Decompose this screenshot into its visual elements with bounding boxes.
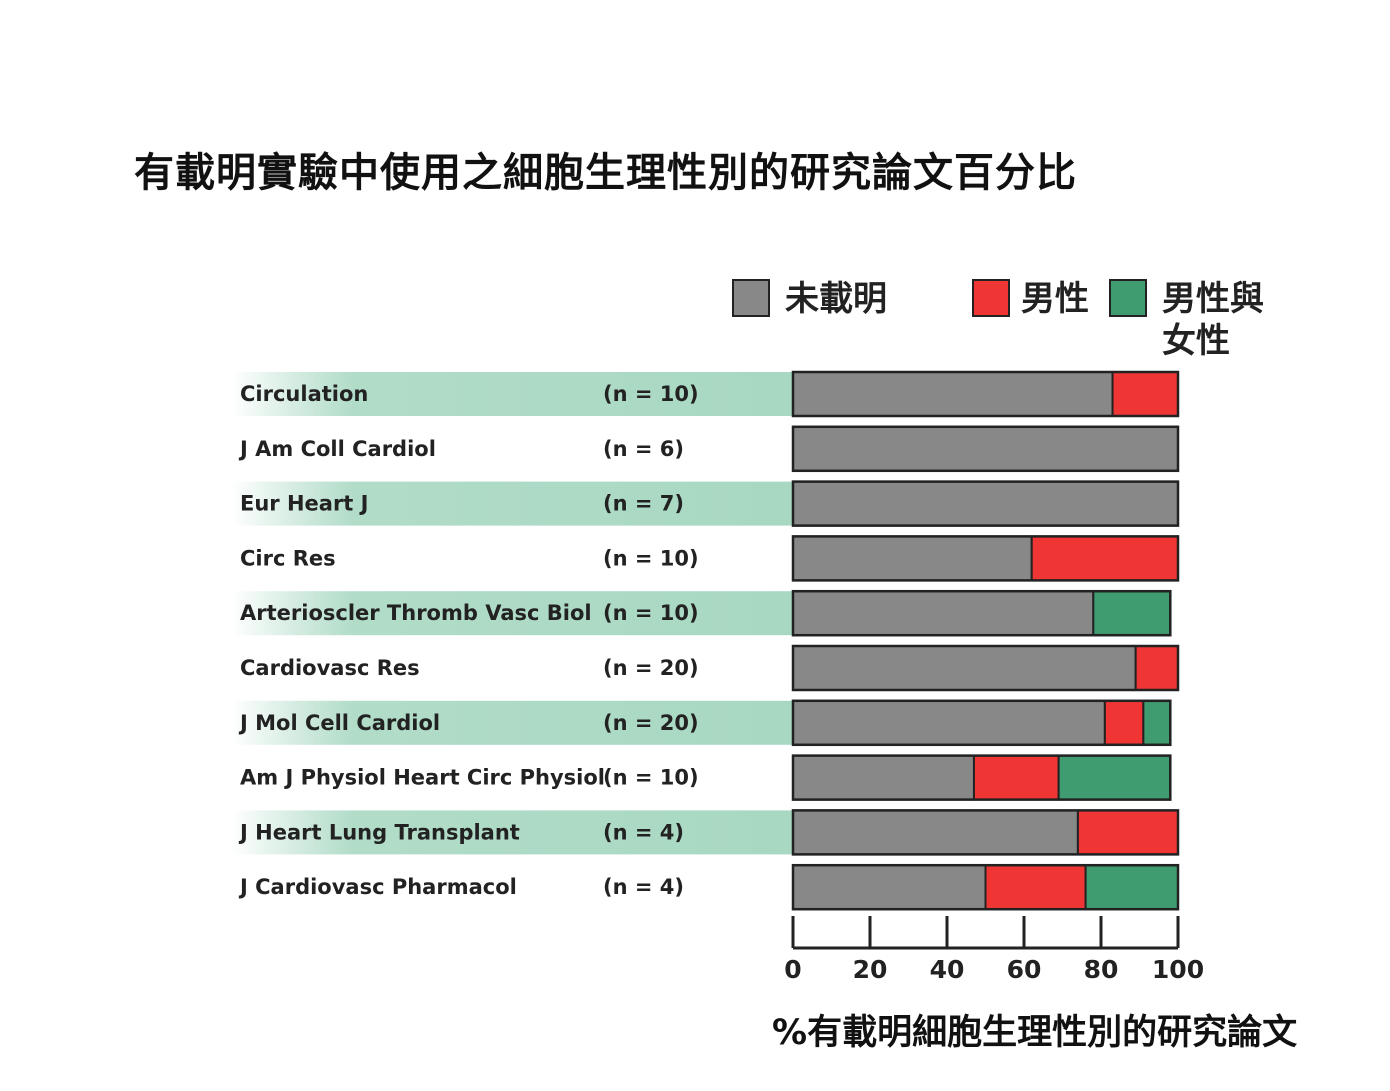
bar-segment bbox=[792, 371, 1114, 417]
legend-label: 男性與女性 bbox=[1162, 279, 1264, 361]
row-highlight-band bbox=[232, 810, 793, 855]
legend-swatch bbox=[1109, 279, 1147, 317]
x-axis-title: %有載明細胞生理性別的研究論文 bbox=[772, 1013, 1298, 1053]
category-label: Eur Heart J bbox=[240, 492, 368, 516]
bar-segment bbox=[792, 590, 1095, 637]
bar-segment bbox=[792, 754, 975, 801]
bar-outline bbox=[791, 535, 1180, 582]
bar-segment bbox=[1084, 864, 1179, 911]
bar-outline bbox=[791, 644, 1180, 692]
bar-segment bbox=[1057, 754, 1172, 801]
bar-outline bbox=[791, 809, 1180, 856]
row-highlight-band bbox=[232, 700, 793, 745]
bar-segment bbox=[1134, 645, 1180, 691]
legend-swatch bbox=[972, 279, 1010, 317]
n-label: (n = 10) bbox=[603, 382, 699, 406]
bar-outline bbox=[791, 425, 1180, 473]
row-highlight-band bbox=[232, 372, 793, 416]
x-tick-label: 20 bbox=[853, 955, 888, 984]
n-label: (n = 10) bbox=[603, 546, 699, 570]
bar-segment bbox=[792, 699, 1106, 746]
bar-segment bbox=[1142, 699, 1172, 746]
category-label: J Am Coll Cardiol bbox=[238, 437, 436, 461]
legend-swatch bbox=[732, 279, 770, 317]
n-label: (n = 6) bbox=[603, 437, 684, 461]
bar-outline bbox=[791, 699, 1172, 747]
n-label: (n = 10) bbox=[603, 601, 699, 625]
bar-segment bbox=[1111, 371, 1180, 417]
n-label: (n = 7) bbox=[603, 492, 684, 516]
x-tick-label: 100 bbox=[1152, 955, 1204, 984]
x-tick-label: 0 bbox=[784, 955, 801, 984]
category-label: Circulation bbox=[240, 382, 368, 406]
bar-segment bbox=[1030, 535, 1179, 582]
x-tick-label: 40 bbox=[930, 955, 965, 984]
bar-outline bbox=[791, 754, 1172, 801]
bar-segment bbox=[984, 864, 1087, 911]
category-label: Am J Physiol Heart Circ Physiol bbox=[240, 766, 605, 790]
bar-segment bbox=[792, 480, 1179, 527]
x-tick-label: 60 bbox=[1007, 955, 1042, 984]
bar-segment bbox=[1103, 699, 1145, 746]
bar-outline bbox=[791, 863, 1180, 911]
row-highlight-band bbox=[232, 481, 793, 526]
chart-title: 有載明實驗中使用之細胞生理性別的研究論文百分比 bbox=[134, 150, 1077, 196]
bar-segment bbox=[792, 645, 1137, 691]
bar-segment bbox=[792, 809, 1079, 856]
bar-segment bbox=[1092, 590, 1172, 637]
category-label: Arterioscler Thromb Vasc Biol bbox=[240, 601, 592, 625]
bar-segment bbox=[1076, 809, 1180, 856]
bar-segment bbox=[792, 864, 987, 911]
category-label: Cardiovasc Res bbox=[240, 656, 420, 680]
legend-label: 未載明 bbox=[785, 279, 887, 319]
n-label: (n = 4) bbox=[603, 875, 684, 899]
n-label: (n = 20) bbox=[603, 656, 699, 680]
x-tick-label: 80 bbox=[1084, 955, 1119, 984]
n-label: (n = 20) bbox=[603, 711, 699, 735]
category-label: J Cardiovasc Pharmacol bbox=[238, 875, 517, 899]
n-label: (n = 4) bbox=[603, 820, 684, 844]
legend-label: 男性 bbox=[1021, 279, 1089, 319]
bar-segment bbox=[792, 535, 1033, 582]
bar-outline bbox=[791, 370, 1180, 418]
bar-segment bbox=[792, 425, 1179, 472]
category-label: Circ Res bbox=[240, 546, 336, 570]
bar-outline bbox=[791, 480, 1180, 527]
bar-segment bbox=[972, 754, 1060, 801]
n-label: (n = 10) bbox=[603, 766, 699, 790]
category-label: J Mol Cell Cardiol bbox=[238, 711, 440, 735]
row-highlight-band bbox=[232, 591, 793, 636]
bar-outline bbox=[791, 589, 1172, 637]
category-label: J Heart Lung Transplant bbox=[238, 820, 520, 844]
